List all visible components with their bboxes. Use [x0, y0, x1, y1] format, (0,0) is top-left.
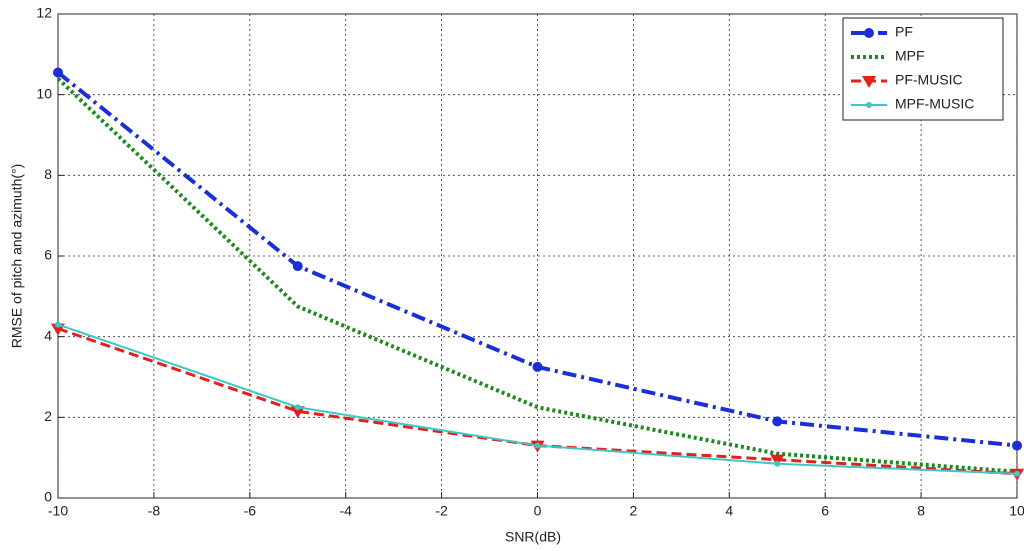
- legend-marker: [866, 102, 872, 108]
- series-line: [56, 77, 1018, 474]
- legend-label: PF-MUSIC: [895, 72, 963, 88]
- marker: [290, 406, 305, 419]
- x-axis-label: SNR(dB): [505, 529, 561, 545]
- y-tick-label: 10: [36, 85, 52, 101]
- y-tick-label: 4: [44, 327, 52, 343]
- legend-label: PF: [895, 24, 913, 40]
- marker: [772, 416, 783, 427]
- x-tick-label: 10: [1009, 503, 1024, 519]
- x-tick-label: -4: [339, 503, 352, 519]
- marker: [532, 361, 543, 372]
- point: [536, 405, 540, 409]
- marker: [1014, 470, 1020, 477]
- y-tick-label: 8: [44, 166, 52, 182]
- marker: [294, 404, 301, 411]
- legend-label: MPF-MUSIC: [895, 96, 974, 112]
- legend-marker: [864, 28, 874, 38]
- marker: [55, 321, 61, 328]
- legend-label: MPF: [895, 48, 925, 64]
- legend: PF MPF PF-MUSIC MPF-MUSIC: [842, 17, 1004, 121]
- x-tick-label: -8: [148, 503, 161, 519]
- y-tick-label: 0: [44, 489, 52, 505]
- x-tick-label: -2: [435, 503, 448, 519]
- marker: [292, 261, 303, 272]
- y-tick-label: 2: [44, 408, 52, 424]
- marker: [1012, 440, 1022, 451]
- y-axis-label: RMSE of pitch and azimuth(°): [9, 164, 25, 349]
- x-tick-label: -10: [48, 503, 68, 519]
- point: [296, 304, 300, 308]
- marker: [774, 460, 781, 467]
- y-tick-label: 12: [36, 5, 52, 21]
- x-tick-label: 4: [725, 503, 733, 519]
- legend-marker: [862, 76, 876, 88]
- point: [56, 77, 60, 81]
- x-tick-label: 0: [534, 503, 542, 519]
- x-tick-label: 2: [630, 503, 638, 519]
- marker: [53, 67, 63, 78]
- x-tick-label: 8: [917, 503, 925, 519]
- x-tick-label: 6: [821, 503, 829, 519]
- y-tick-label: 6: [44, 247, 52, 263]
- marker: [534, 442, 541, 449]
- x-tick-label: -6: [244, 503, 257, 519]
- marker: [770, 454, 785, 467]
